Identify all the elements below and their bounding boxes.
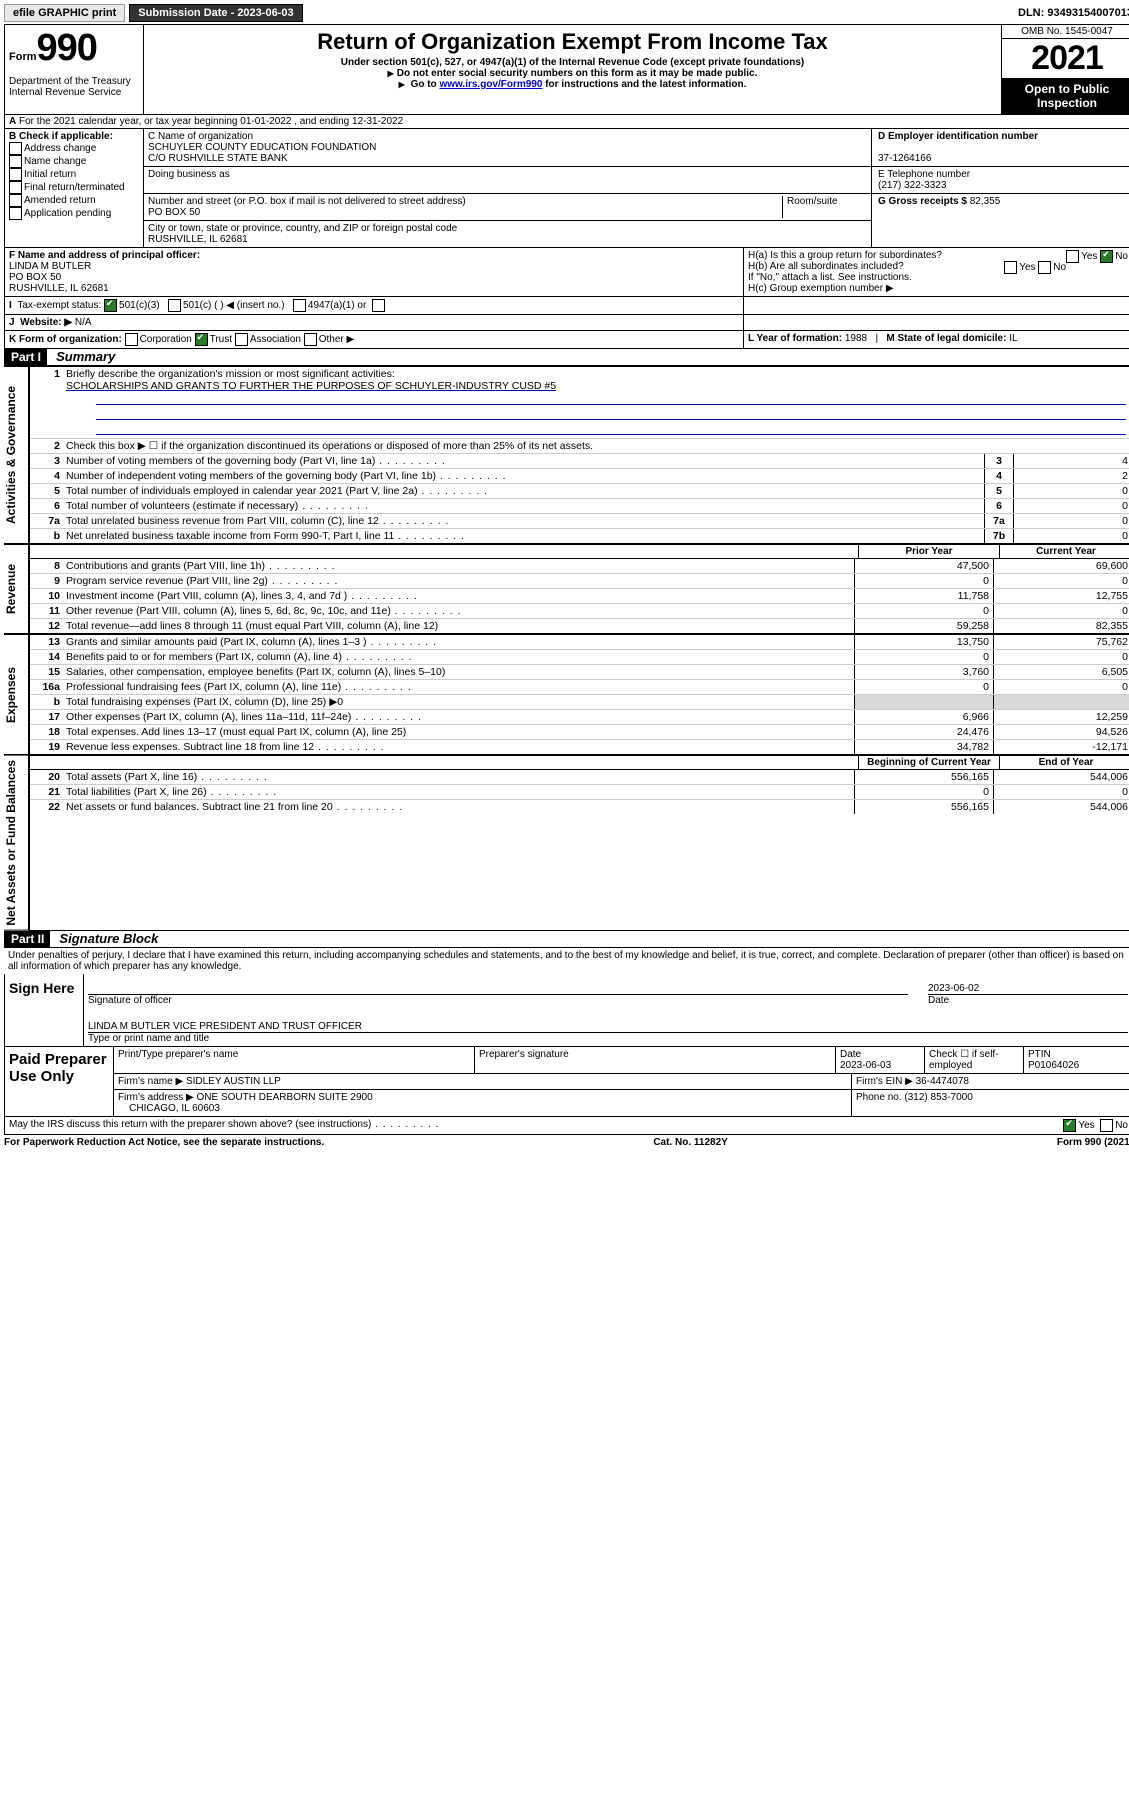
form-number: Form990	[9, 27, 139, 70]
discuss-row: May the IRS discuss this return with the…	[4, 1117, 1129, 1135]
col-b-checkboxes: B Check if applicable: Address change Na…	[5, 129, 144, 247]
penalty-text: Under penalties of perjury, I declare th…	[4, 948, 1129, 974]
open-public-badge: Open to Public Inspection	[1002, 78, 1129, 114]
org-street: PO BOX 50	[148, 207, 200, 218]
form-subtitle: Under section 501(c), 527, or 4947(a)(1)…	[150, 57, 995, 68]
i-row: I Tax-exempt status: 501(c)(3) 501(c) ( …	[4, 297, 1129, 315]
dln-label: DLN: 93493154007013	[1018, 7, 1129, 19]
officer-name: LINDA M BUTLER	[9, 261, 91, 272]
org-info-grid: B Check if applicable: Address change Na…	[4, 129, 1129, 248]
submission-date-button[interactable]: Submission Date - 2023-06-03	[129, 4, 302, 22]
org-name: SCHUYLER COUNTY EDUCATION FOUNDATION	[148, 142, 376, 153]
form-title: Return of Organization Exempt From Incom…	[150, 29, 995, 55]
sidelabel-expenses: Expenses	[4, 634, 29, 755]
tax-year: 2021	[1002, 39, 1129, 78]
officer-sig: LINDA M BUTLER VICE PRESIDENT AND TRUST …	[88, 1021, 362, 1032]
sidelabel-netassets: Net Assets or Fund Balances	[4, 755, 29, 931]
mission-text: SCHOLARSHIPS AND GRANTS TO FURTHER THE P…	[66, 380, 556, 392]
firm-name: SIDLEY AUSTIN LLP	[186, 1076, 281, 1087]
dept-label: Department of the Treasury Internal Reve…	[9, 76, 139, 98]
page-footer: For Paperwork Reduction Act Notice, see …	[4, 1135, 1129, 1150]
website-note: Go to www.irs.gov/Form990 for instructio…	[150, 79, 995, 90]
efile-button[interactable]: efile GRAPHIC print	[4, 4, 125, 22]
org-city: RUSHVILLE, IL 62681	[148, 234, 248, 245]
omb-label: OMB No. 1545-0047	[1002, 25, 1129, 39]
sig-date: 2023-06-02	[928, 983, 979, 994]
ssn-note: Do not enter social security numbers on …	[150, 68, 995, 79]
part2-header: Part II	[5, 931, 50, 947]
org-careof: C/O RUSHVILLE STATE BANK	[148, 153, 288, 164]
sign-here-label: Sign Here	[5, 974, 84, 1046]
row-a-taxyear: A For the 2021 calendar year, or tax yea…	[4, 115, 1129, 129]
fh-row: F Name and address of principal officer:…	[4, 248, 1129, 297]
gross-receipts: 82,355	[970, 196, 1001, 207]
top-toolbar: efile GRAPHIC print Submission Date - 20…	[4, 4, 1129, 22]
sidelabel-revenue: Revenue	[4, 544, 29, 634]
j-row: J Website: ▶ N/A	[4, 315, 1129, 331]
klm-row: K Form of organization: Corporation Trus…	[4, 331, 1129, 349]
phone-value: (217) 322-3323	[878, 180, 946, 191]
ein-value: 37-1264166	[878, 153, 931, 164]
ptin-value: P01064026	[1028, 1060, 1079, 1071]
sidelabel-activities: Activities & Governance	[4, 366, 29, 544]
part1-title: Summary	[56, 349, 115, 364]
form-header: Form990 Department of the Treasury Inter…	[4, 24, 1129, 115]
irs-link[interactable]: www.irs.gov/Form990	[439, 79, 542, 90]
part1-header: Part I	[5, 349, 47, 365]
paid-preparer-label: Paid Preparer Use Only	[5, 1047, 114, 1116]
part2-title: Signature Block	[59, 931, 158, 946]
